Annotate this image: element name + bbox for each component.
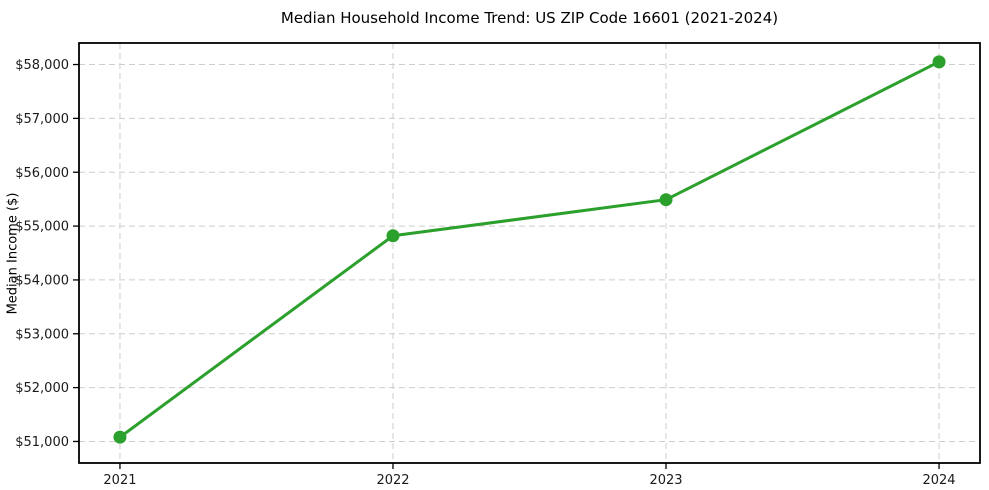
x-tick-label: 2024 [922, 473, 955, 488]
y-tick-label: $56,000 [15, 166, 69, 181]
y-tick-label: $51,000 [15, 435, 69, 450]
y-tick-label: $54,000 [15, 273, 69, 288]
x-tick-label: 2022 [376, 473, 409, 488]
data-point-2024 [932, 55, 946, 69]
data-point-2021 [113, 430, 127, 444]
y-tick-label: $52,000 [15, 381, 69, 396]
income-trend-line [118, 60, 941, 439]
chart-title: Median Household Income Trend: US ZIP Co… [280, 9, 779, 27]
data-point-2023 [659, 193, 673, 207]
data-point-2022 [386, 229, 400, 243]
plot-border [78, 42, 981, 464]
y-tick-label: $55,000 [15, 220, 69, 235]
x-tick-label: 2023 [649, 473, 682, 488]
y-tick-label: $58,000 [15, 58, 69, 73]
y-tick-label: $53,000 [15, 327, 69, 342]
y-tick-label: $57,000 [15, 112, 69, 127]
x-tick-label: 2021 [103, 473, 136, 488]
